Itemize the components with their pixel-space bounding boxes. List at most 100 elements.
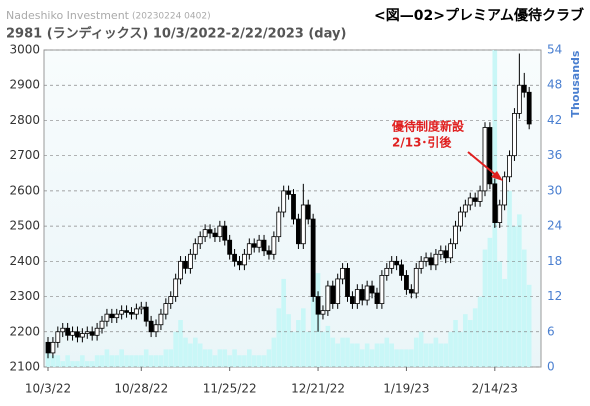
volume-bar [507, 190, 512, 367]
volume-bar [374, 343, 380, 367]
candle-body [477, 190, 483, 202]
volume-bar [94, 355, 100, 367]
volume-bar [301, 308, 306, 367]
candle-body [104, 313, 110, 322]
candle-body [448, 243, 454, 259]
volume-bar [89, 361, 95, 367]
candle-body [516, 84, 522, 114]
volume-bar [526, 284, 532, 367]
volume-bar [242, 355, 247, 367]
volume-bar [134, 355, 139, 367]
candle-body [217, 225, 223, 238]
candle-body [99, 320, 105, 329]
candle-body [241, 253, 247, 266]
volume-bar [247, 349, 252, 367]
candle-body [502, 176, 508, 206]
candle-body [482, 127, 488, 192]
x-tick-label: 10/3/22 [25, 382, 71, 396]
volume-bar [521, 249, 527, 367]
candle-body [109, 313, 115, 319]
candle-body [114, 313, 120, 319]
volume-bar [168, 349, 174, 367]
volume-bar [237, 355, 242, 367]
volume-bar [467, 320, 473, 367]
candle-body [453, 225, 458, 245]
candle-body [320, 310, 326, 315]
y2-tick-label: 6 [547, 324, 555, 338]
volume-bar [202, 349, 208, 367]
candle-body [232, 253, 237, 262]
volume-bar [261, 355, 267, 367]
y-tick-label: 2500 [9, 219, 40, 233]
volume-bar [389, 343, 394, 367]
x-tick-label: 11/25/22 [203, 382, 257, 396]
volume-bar [143, 349, 149, 367]
candle-body [438, 250, 444, 255]
candle-body [178, 260, 183, 280]
candle-body [65, 327, 71, 336]
volume-bar [517, 214, 522, 367]
volume-bar [197, 343, 203, 367]
candle-body [168, 296, 174, 304]
volume-bar [153, 355, 159, 367]
candle-body [345, 267, 350, 297]
candle-body [129, 312, 134, 315]
volume-bar [384, 337, 390, 367]
volume-bar [335, 343, 340, 367]
volume-bar [65, 355, 70, 367]
candle-body [187, 253, 193, 269]
volume-bar [124, 355, 129, 367]
volume-bar [325, 325, 331, 367]
volume-bar [448, 331, 453, 367]
volume-bar [75, 361, 80, 367]
candle-body [55, 331, 61, 343]
candle-body [305, 204, 311, 220]
y-tick-label: 3000 [9, 43, 40, 57]
candle-body [335, 278, 341, 305]
candle-body [384, 267, 390, 276]
volume-bar [178, 320, 183, 367]
candle-body [79, 333, 85, 338]
candle-body [173, 278, 179, 297]
y-tick-label: 2300 [9, 289, 40, 303]
volume-bar [276, 308, 282, 367]
volume-bar [212, 355, 218, 367]
candle-body [212, 232, 218, 238]
y-tick-label: 2700 [9, 148, 40, 162]
volume-bar [310, 290, 316, 367]
volume-bar [477, 296, 483, 367]
candle-body [330, 285, 336, 305]
volume-bar [70, 361, 75, 367]
candle-body [428, 257, 434, 266]
volume-bar [438, 343, 444, 367]
volume-bar [428, 343, 434, 367]
y-tick-label: 2600 [9, 183, 40, 197]
candle-body [124, 310, 129, 313]
candle-body [359, 289, 365, 301]
candle-body [138, 306, 144, 310]
candle-body [89, 331, 95, 336]
annotation-arrowhead [491, 171, 503, 181]
candle-body [251, 243, 257, 248]
candle-body [340, 267, 346, 280]
volume-bar [207, 349, 213, 367]
volume-bar [129, 355, 134, 367]
volume-bar [104, 349, 110, 367]
volume-bar [413, 337, 419, 367]
x-tick-label: 10/28/22 [114, 382, 168, 396]
candle-body [300, 204, 306, 245]
volume-bar [148, 355, 154, 367]
candle-body [133, 308, 139, 315]
candle-body [512, 113, 517, 157]
y2-axis-label: Thousands [569, 50, 582, 117]
candle-body [163, 303, 169, 315]
volume-bar [163, 349, 169, 367]
y2-tick-label: 36 [547, 148, 562, 162]
candle-body [75, 331, 80, 338]
candle-body [256, 239, 262, 248]
candle-body [183, 260, 188, 269]
stamp: (20230224 0402) [132, 12, 211, 22]
volume-bar [80, 355, 85, 367]
candle-body [389, 260, 395, 269]
candle-body [379, 275, 385, 304]
